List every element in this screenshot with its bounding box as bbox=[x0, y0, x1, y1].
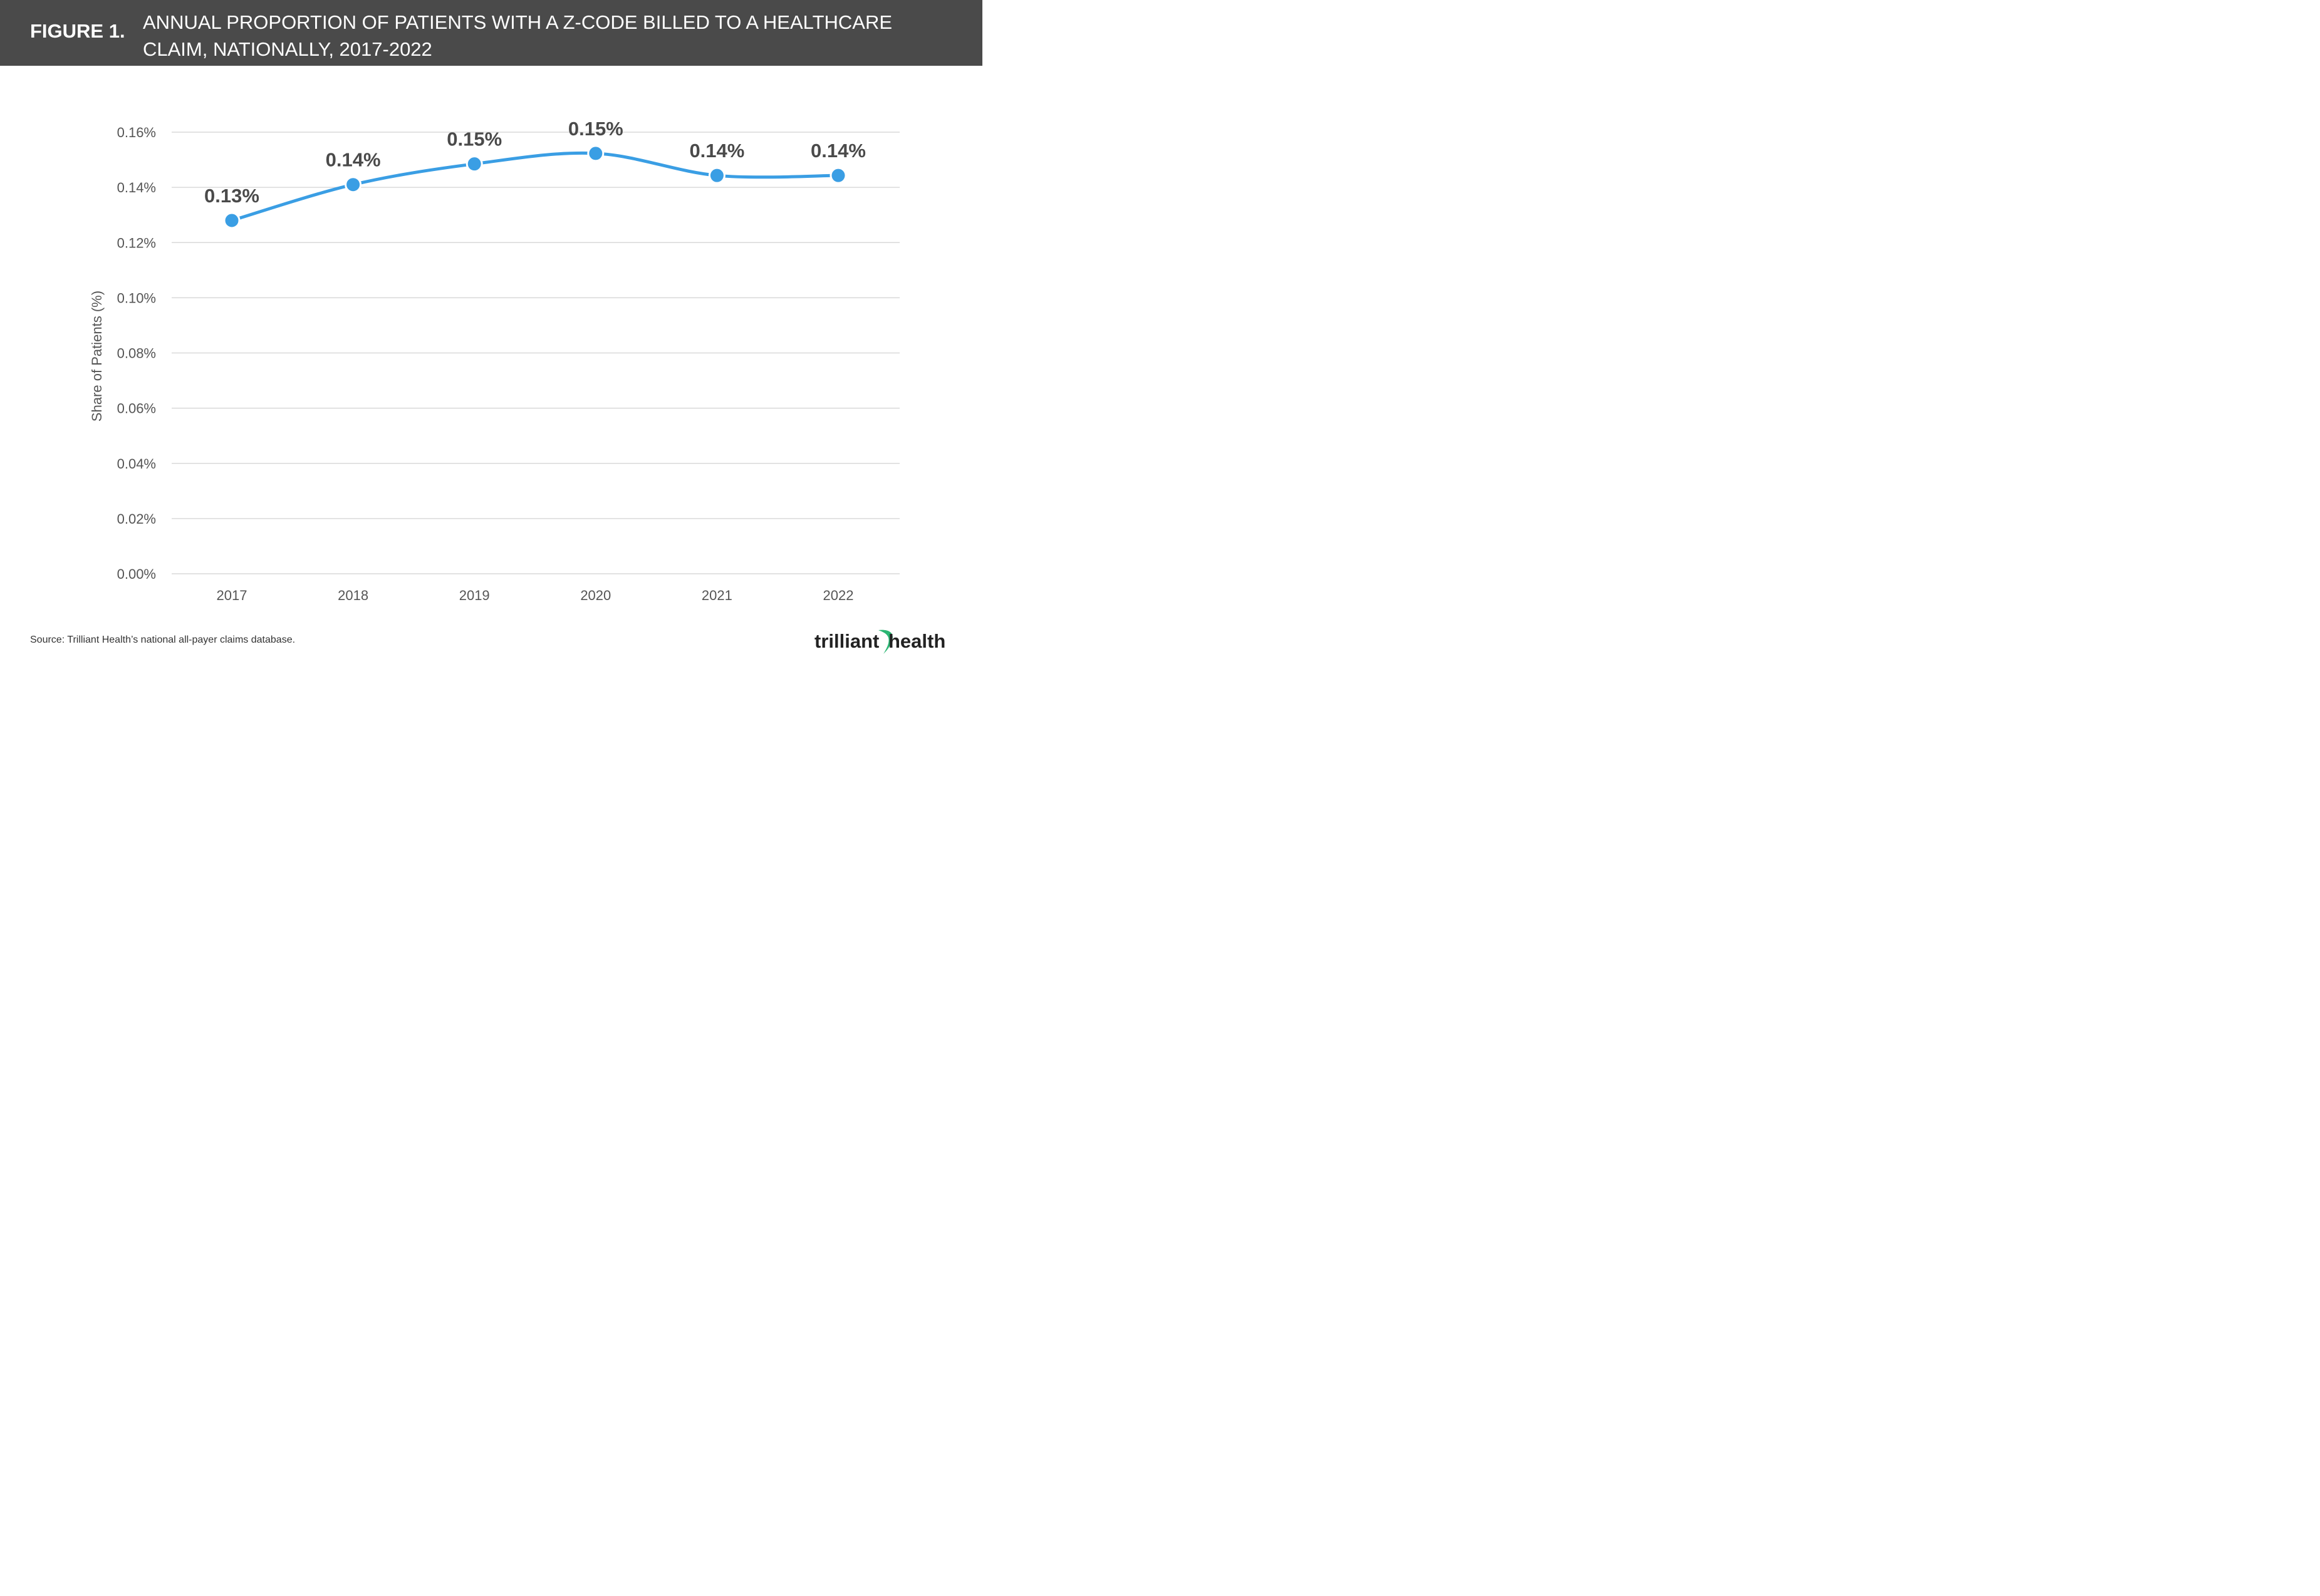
y-axis-title: Share of Patients (%) bbox=[89, 291, 105, 422]
y-tick-label: 0.16% bbox=[117, 125, 156, 140]
data-point bbox=[830, 167, 847, 184]
data-point bbox=[345, 176, 362, 194]
figure-title-line-2: CLAIM, NATIONALLY, 2017-2022 bbox=[143, 38, 432, 60]
data-point bbox=[466, 155, 483, 173]
figure-header: FIGURE 1. ANNUAL PROPORTION OF PATIENTS … bbox=[0, 0, 982, 66]
y-tick-label: 0.10% bbox=[117, 290, 156, 306]
data-label: 0.14% bbox=[689, 140, 744, 162]
x-tick-label: 2017 bbox=[217, 588, 247, 603]
y-tick-label: 0.12% bbox=[117, 235, 156, 251]
x-axis-tick-labels: 2017 2018 2019 2020 2021 2022 bbox=[217, 588, 854, 603]
y-tick-label: 0.14% bbox=[117, 180, 156, 195]
data-label: 0.13% bbox=[204, 185, 259, 207]
source-note: Source: Trilliant Health’s national all-… bbox=[30, 635, 296, 645]
figure-title: ANNUAL PROPORTION OF PATIENTS WITH A Z-C… bbox=[143, 9, 957, 63]
data-label: 0.14% bbox=[326, 149, 381, 171]
x-tick-label: 2019 bbox=[459, 588, 490, 603]
data-label: 0.15% bbox=[568, 118, 623, 140]
data-label: 0.15% bbox=[447, 128, 502, 150]
logo-word-health: health bbox=[888, 630, 945, 652]
y-axis-tick-labels: 0.00% 0.02% 0.04% 0.06% 0.08% 0.10% 0.12% 0.14%… bbox=[117, 125, 156, 582]
gridlines bbox=[172, 132, 900, 574]
series-line bbox=[230, 151, 840, 222]
y-tick-label: 0.00% bbox=[117, 566, 156, 582]
data-point bbox=[587, 145, 605, 162]
y-tick-label: 0.02% bbox=[117, 511, 156, 527]
line-chart: 0.00% 0.02% 0.04% 0.06% 0.08% 0.10% 0.12% 0.14%… bbox=[89, 118, 900, 603]
x-tick-label: 2020 bbox=[580, 588, 611, 603]
x-tick-label: 2021 bbox=[702, 588, 732, 603]
logo-word-trilliant: trilliant bbox=[814, 630, 879, 652]
x-tick-label: 2022 bbox=[823, 588, 854, 603]
data-point bbox=[223, 212, 241, 229]
x-tick-label: 2018 bbox=[338, 588, 368, 603]
data-label: 0.14% bbox=[811, 140, 866, 162]
y-tick-label: 0.08% bbox=[117, 346, 156, 361]
figure-title-line-1: ANNUAL PROPORTION OF PATIENTS WITH A Z-C… bbox=[143, 11, 893, 33]
trilliant-health-logo: trilliant health bbox=[814, 630, 945, 654]
data-labels: 0.13% 0.14% 0.15% 0.15% 0.14% 0.14% bbox=[204, 118, 866, 207]
y-tick-label: 0.04% bbox=[117, 456, 156, 472]
figure-label: FIGURE 1. bbox=[30, 20, 125, 42]
series bbox=[223, 145, 847, 229]
data-point bbox=[708, 167, 726, 184]
logo-accent-swoosh bbox=[878, 630, 893, 654]
y-tick-label: 0.06% bbox=[117, 401, 156, 417]
